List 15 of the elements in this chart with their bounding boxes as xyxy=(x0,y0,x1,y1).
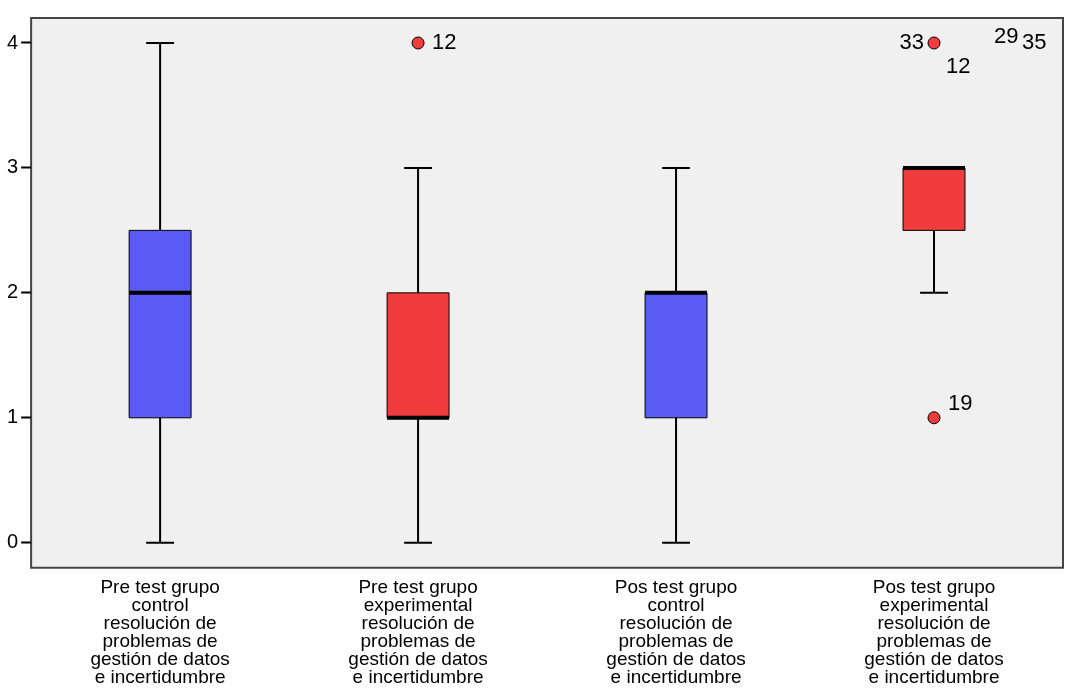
x-tick-label: Pre test grupo control resolución de problemas de gestión de datos e incertidumbre xyxy=(90,575,230,688)
annotation: 35 xyxy=(1022,29,1047,55)
x-tick-label: Pre test grupo experimental resolución de problemas de gestión de datos e incertidumbre xyxy=(348,575,488,688)
annotation: 19 xyxy=(948,389,973,415)
y-tick-label: 4 xyxy=(7,30,19,53)
annotation: 29 xyxy=(994,23,1019,49)
y-tick-label: 2 xyxy=(7,280,19,303)
annotation: 12 xyxy=(432,29,457,55)
x-tick-label: Pos test grupo experimental resolución de problemas de gestión de datos e incertidumbre xyxy=(864,575,1004,688)
x-tick-label: Pos test grupo control resolución de problemas de gestión de datos e incertidumbre xyxy=(606,575,746,688)
y-tick-label: 3 xyxy=(7,155,19,178)
y-tick-label: 0 xyxy=(7,530,19,553)
annotation: 33 xyxy=(899,29,925,55)
annotation: 12 xyxy=(946,53,971,79)
y-tick-label: 1 xyxy=(7,405,19,428)
